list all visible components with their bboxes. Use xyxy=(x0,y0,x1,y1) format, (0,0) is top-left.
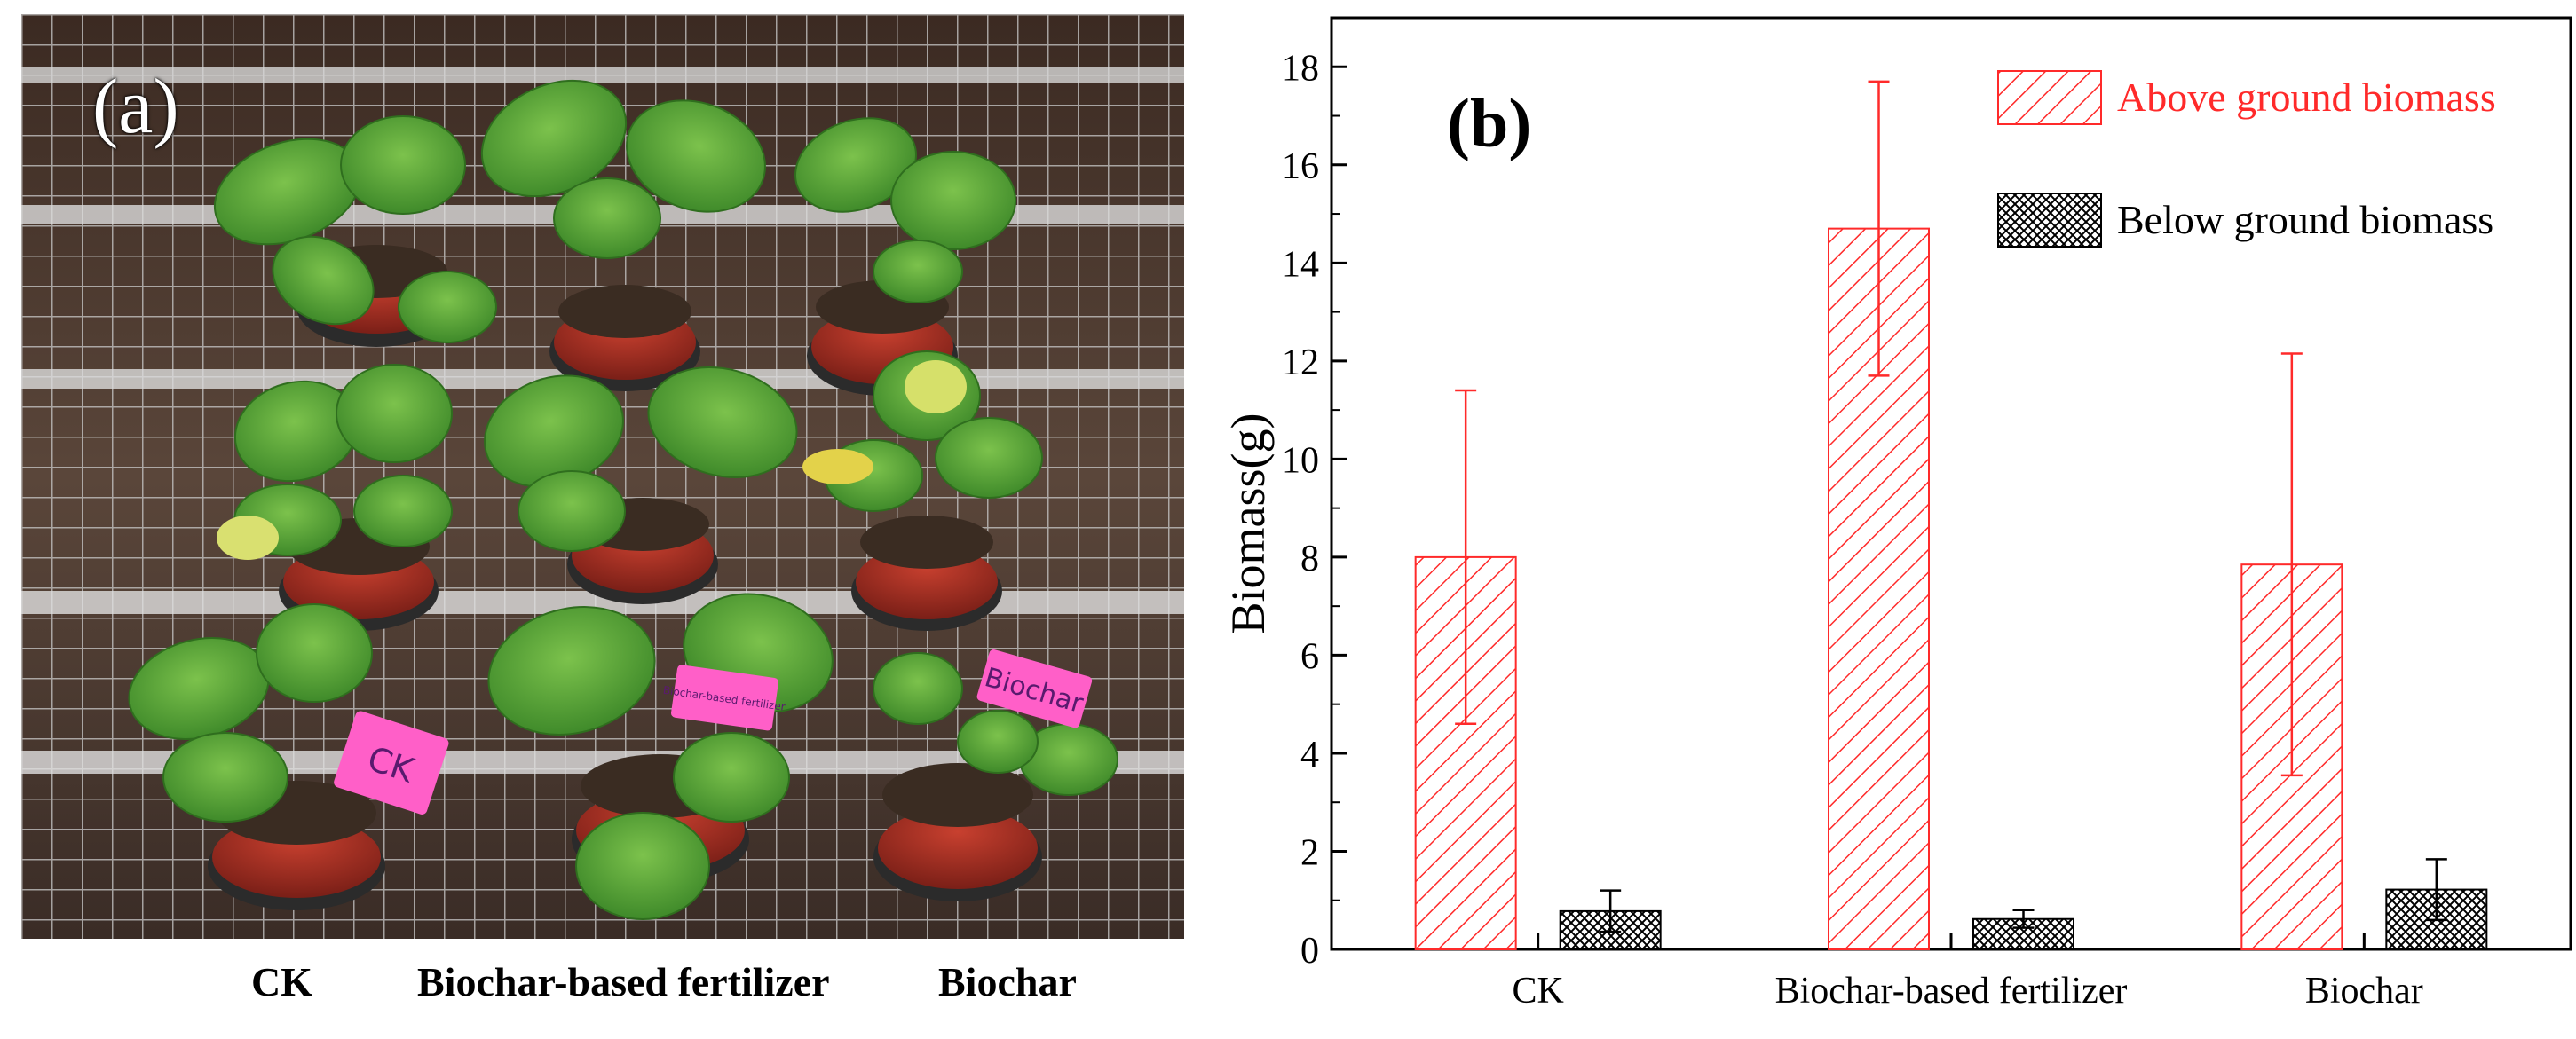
yellow-leaf xyxy=(905,360,967,413)
y-tick-label: 14 xyxy=(1282,244,1319,285)
yellow-leaf xyxy=(217,516,279,560)
y-tick-label: 10 xyxy=(1282,440,1319,481)
plant-pot xyxy=(549,285,700,391)
plant-pot xyxy=(279,518,439,631)
y-tick-label: 6 xyxy=(1300,636,1319,677)
photo-panel: CK Biochar-based fertilizer Biochar xyxy=(21,14,1184,939)
y-tick-label: 18 xyxy=(1282,48,1319,89)
x-tick-label: CK xyxy=(1512,971,1563,1011)
legend-swatch-above-ground xyxy=(1997,70,2102,125)
panel-label-b: (b) xyxy=(1447,84,1531,161)
y-axis-title: Biomass(g) xyxy=(1221,413,1275,634)
legend-label-above-ground: Above ground biomass xyxy=(2117,75,2496,120)
plant-pot xyxy=(873,763,1042,901)
plant-pot xyxy=(851,516,1002,631)
x-tick-label: Biochar xyxy=(2305,971,2423,1011)
y-tick-label: 0 xyxy=(1300,931,1319,972)
y-tick-label: 12 xyxy=(1282,342,1319,383)
y-tick-label: 2 xyxy=(1300,832,1319,873)
pot-tag-ck: CK xyxy=(334,711,449,815)
y-tick-label: 8 xyxy=(1300,539,1319,579)
plants-photo: CK Biochar-based fertilizer Biochar xyxy=(21,14,1184,939)
y-tick-label: 4 xyxy=(1300,735,1319,775)
panel-label-a: (a) xyxy=(92,64,179,150)
legend-label-below-ground: Below ground biomass xyxy=(2117,197,2493,242)
y-tick-label: 16 xyxy=(1282,146,1319,187)
bar-above-ground xyxy=(1414,555,1517,950)
biomass-chart: 0 2 4 6 8 10 12 14 16 18 CK Biochar-based fertilize… xyxy=(1221,16,2572,1011)
yellow-leaf xyxy=(802,449,873,484)
x-tick-label: Biochar-based fertilizer xyxy=(1775,971,2128,1011)
pot-tag-biochar-fertilizer: Biochar-based fertilizer xyxy=(662,665,786,731)
legend-swatch-below-ground xyxy=(1997,193,2102,248)
photo-caption-ck: CK xyxy=(251,959,312,1004)
plant-leaves xyxy=(128,79,1118,920)
chart-legend: Above ground biomass Below ground biomas… xyxy=(1997,70,2496,248)
photo-caption-biochar: Biochar xyxy=(938,959,1077,1004)
photo-caption-biochar-fertilizer: Biochar-based fertilizer xyxy=(417,959,830,1004)
